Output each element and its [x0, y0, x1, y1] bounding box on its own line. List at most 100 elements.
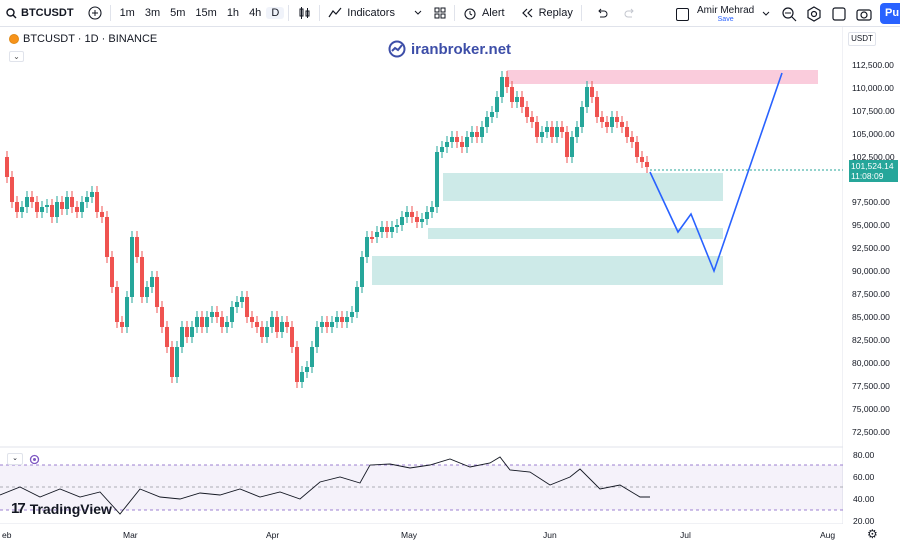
- user-name: Amir Mehrad: [697, 5, 755, 16]
- candle-body: [605, 122, 609, 127]
- supply-zone: [507, 70, 818, 84]
- fullscreen-icon[interactable]: [831, 6, 847, 22]
- price-tick: 95,000.00: [852, 220, 890, 230]
- search-icon: [6, 7, 17, 18]
- tradingview-mark-icon: 17: [11, 500, 26, 517]
- indicators-button[interactable]: Indicators: [324, 0, 426, 27]
- candle-body: [490, 112, 494, 117]
- demand-zone: [372, 256, 723, 285]
- candle-body: [505, 77, 509, 87]
- magnifier-icon[interactable]: [781, 6, 797, 22]
- timeframe-5m[interactable]: 5m: [170, 7, 186, 19]
- candle-body: [325, 322, 329, 327]
- time-tick: Apr: [266, 530, 280, 540]
- candle-body: [565, 132, 569, 157]
- candle-body: [385, 227, 389, 232]
- compare-button[interactable]: [84, 0, 106, 27]
- price-tick: 92,500.00: [852, 243, 890, 253]
- price-tick: 110,000.00: [852, 83, 894, 93]
- candle-body: [515, 97, 519, 102]
- chart-title: BTCUSDT · 1D · BINANCE: [23, 33, 158, 45]
- user-account[interactable]: Amir Mehrad Save: [676, 3, 771, 25]
- timeframe-4h[interactable]: 4h: [249, 7, 262, 19]
- candle-body: [140, 257, 144, 297]
- layout-button[interactable]: [430, 0, 450, 27]
- pane-collapse-button[interactable]: ⌄: [7, 453, 23, 465]
- candle-body: [595, 97, 599, 117]
- candle-body: [220, 317, 224, 327]
- candle-body: [350, 312, 354, 317]
- price-chart[interactable]: [0, 27, 843, 524]
- candle-body: [470, 132, 474, 137]
- candle-body: [215, 312, 219, 317]
- candle-body: [185, 327, 189, 337]
- rsi-tick: 60.00: [853, 472, 875, 482]
- timeframe-d[interactable]: D: [266, 7, 285, 19]
- price-tick: 72,500.00: [852, 427, 890, 437]
- candle-body: [145, 287, 149, 297]
- redo-button[interactable]: [620, 0, 640, 27]
- chevron-down-icon: [414, 10, 422, 15]
- settings-icon[interactable]: [806, 5, 822, 22]
- candle-body: [205, 317, 209, 327]
- symbol-search-button[interactable]: BTCUSDT: [0, 0, 78, 27]
- checkbox-icon[interactable]: [676, 7, 689, 21]
- rsi-pane-controls: ⌄: [7, 453, 40, 465]
- candle-body: [100, 212, 104, 217]
- candle-body: [120, 322, 124, 327]
- candle-body: [390, 227, 394, 232]
- demand-zone: [443, 173, 723, 201]
- current-price: 101,524.14: [851, 161, 894, 171]
- price-tick: 87,500.00: [852, 289, 890, 299]
- candle-body: [590, 87, 594, 97]
- candle-body: [465, 137, 469, 147]
- replay-button[interactable]: Replay: [517, 0, 577, 27]
- projection-path: [649, 72, 783, 274]
- candle-body: [420, 219, 424, 222]
- timeframe-1h[interactable]: 1h: [226, 7, 240, 19]
- candle-body: [380, 227, 384, 232]
- candle-body: [335, 317, 339, 322]
- undo-icon: [598, 8, 608, 18]
- candle-body: [410, 212, 414, 217]
- price-tick: 97,500.00: [852, 197, 890, 207]
- candle-body: [440, 147, 444, 152]
- time-tick: Aug: [820, 530, 836, 540]
- candle-body: [230, 307, 234, 322]
- tradingview-logo[interactable]: 17 TradingView: [11, 500, 112, 517]
- candle-body: [275, 317, 279, 332]
- tradingview-logo-text: TradingView: [29, 500, 112, 517]
- rsi-line: [0, 456, 650, 515]
- candle-body: [170, 347, 174, 377]
- toolbar-divider: [288, 5, 290, 21]
- indicator-settings-icon[interactable]: [29, 454, 40, 465]
- candle-body: [190, 327, 194, 337]
- candle-body: [355, 287, 359, 312]
- candle-body: [415, 217, 419, 222]
- candle-body: [375, 232, 379, 237]
- currency-selector[interactable]: USDT: [848, 32, 876, 46]
- price-tick: 80,000.00: [852, 358, 890, 368]
- candle-body: [540, 132, 544, 137]
- candle-body: [625, 127, 629, 137]
- price-tick: 85,000.00: [852, 312, 890, 322]
- gear-icon[interactable]: ⚙: [867, 527, 878, 541]
- timeframe-3m[interactable]: 3m: [144, 7, 161, 19]
- legend-collapse-button[interactable]: ⌄: [9, 51, 24, 62]
- candle-body: [265, 327, 269, 337]
- candle-body: [75, 207, 79, 212]
- chart-style-button[interactable]: [293, 0, 315, 27]
- publish-button[interactable]: Pu: [880, 3, 900, 24]
- undo-button[interactable]: [592, 0, 612, 27]
- candle-body: [250, 317, 254, 322]
- replay-icon: [521, 8, 533, 18]
- alert-button[interactable]: Alert: [459, 0, 509, 27]
- timeframe-15m[interactable]: 15m: [195, 7, 217, 19]
- candle-body: [280, 322, 284, 332]
- candle-body: [45, 205, 49, 207]
- candle-body: [645, 162, 649, 167]
- timeframe-1m[interactable]: 1m: [119, 7, 135, 19]
- candle-body: [455, 137, 459, 142]
- camera-icon[interactable]: [856, 6, 872, 22]
- time-tick: May: [401, 530, 418, 540]
